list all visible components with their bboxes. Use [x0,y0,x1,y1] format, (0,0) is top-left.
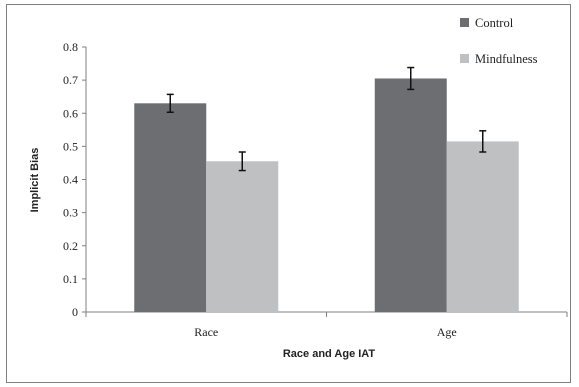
bar [206,161,279,312]
x-tick-label: Race [194,325,218,339]
bar [446,141,519,312]
y-axis: 0 0.1 0.2 0.3 0.4 0.5 0.6 0.7 0.8 [63,40,87,319]
y-tick-label: 0.3 [63,206,78,220]
bars [134,78,519,312]
y-tick-label: 0.8 [63,40,78,54]
legend-label: Mindfulness [475,52,538,66]
x-tick-label: Age [437,325,457,339]
bar [374,78,447,312]
x-axis-title: Race and Age IAT [283,348,376,360]
y-axis-title: Implicit Bias [29,148,41,213]
error-bars [166,66,487,172]
y-tick-label: 0.5 [63,139,78,153]
y-tick-label: 0.4 [63,173,78,187]
y-tick-label: 0.6 [63,106,78,120]
legend: Control Mindfulness [460,16,538,66]
y-tick-label: 0 [72,305,78,319]
x-axis: Race Age [85,311,568,339]
y-tick-label: 0.7 [63,73,78,87]
legend-swatch [460,18,469,27]
bar [134,103,207,312]
y-tick-label: 0.1 [63,272,78,286]
y-tick-label: 0.2 [63,239,78,253]
legend-label: Control [475,16,514,30]
legend-swatch [460,54,469,63]
